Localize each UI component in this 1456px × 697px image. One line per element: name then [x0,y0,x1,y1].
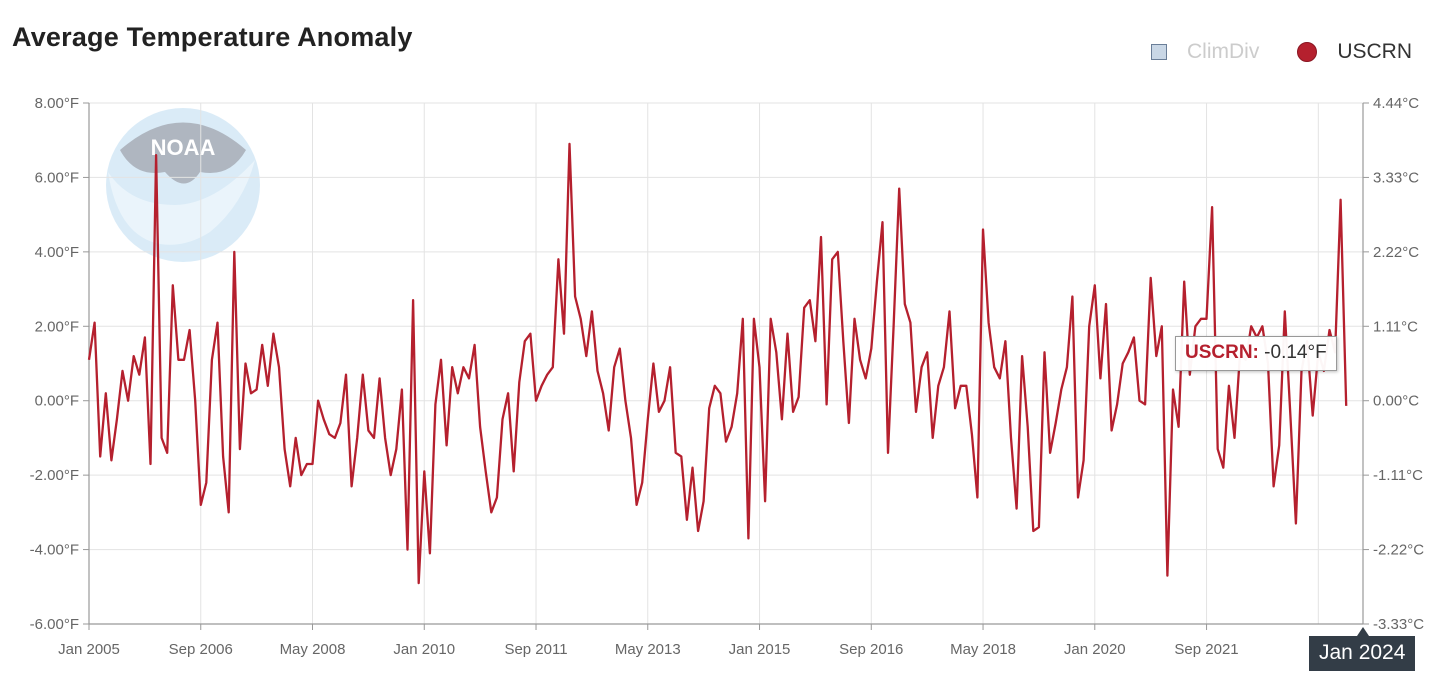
y-axis-right-labels: 4.44°C 3.33°C 2.22°C 1.11°C 0.00°C -1.11°C -2.… [1373,95,1424,633]
legend-label-uscrn: USCRN [1337,40,1412,63]
grid-lines [88,102,1363,625]
axes [83,102,1369,630]
x-tick-label: Sep 2011 [504,641,567,658]
x-tick-label: Jan 2010 [393,641,455,658]
y-right-tick-label: 4.44°C [1373,95,1419,112]
x-tick-label: May 2018 [950,641,1016,658]
y-left-tick-label: 8.00°F [35,95,79,112]
x-cursor-label: Jan 2024 [1309,636,1416,671]
y-right-tick-label: 3.33°C [1373,169,1419,186]
y-right-tick-label: -2.22°C [1373,542,1424,559]
tooltip-value: -0.14°F [1264,342,1327,363]
legend-item-uscrn[interactable]: USCRN [1297,40,1412,64]
noaa-watermark: NOAA [106,108,260,262]
x-tick-label: Jan 2015 [729,641,791,658]
watermark-text: NOAA [151,135,216,160]
climdiv-square-icon [1151,44,1167,60]
y-right-tick-label: -3.33°C [1373,616,1424,633]
y-right-tick-label: 1.11°C [1373,318,1418,335]
y-left-tick-label: -4.00°F [30,542,79,559]
y-left-tick-label: 0.00°F [35,393,79,410]
series-lines [87,142,1348,585]
y-left-tick-label: 6.00°F [35,169,79,186]
y-left-tick-label: 2.00°F [35,318,79,335]
legend: ClimDiv USCRN [1113,40,1412,64]
x-axis-labels: Jan 2005 Sep 2006 May 2008 Jan 2010 Sep 2011… [58,641,1239,658]
x-tick-label: May 2008 [280,641,346,658]
x-tick-label: Jan 2020 [1064,641,1126,658]
x-tick-label: May 2013 [615,641,681,658]
legend-label-climdiv: ClimDiv [1187,40,1260,63]
legend-item-climdiv[interactable]: ClimDiv [1151,40,1259,64]
x-tick-label: Sep 2006 [169,641,233,658]
x-tick-label: Jan 2005 [58,641,120,658]
y-left-tick-label: -6.00°F [30,616,79,633]
x-tick-label: Sep 2021 [1174,641,1238,658]
y-right-tick-label: -1.11°C [1373,467,1423,484]
x-tick-label: Sep 2016 [839,641,903,658]
cursor-pointer-icon [1357,627,1369,636]
y-axis-left-labels: 8.00°F 6.00°F 4.00°F 2.00°F 0.00°F -2.00°F -4.… [30,95,79,633]
chart-title: Average Temperature Anomaly [12,22,413,52]
uscrn-dot-icon [1297,42,1318,62]
y-right-tick-label: 2.22°C [1373,244,1419,261]
y-left-tick-label: -2.00°F [30,467,79,484]
y-left-tick-label: 4.00°F [35,244,79,261]
data-tooltip: USCRN: -0.14°F [1175,336,1337,371]
tooltip-series-name: USCRN: [1185,342,1259,363]
y-right-tick-label: 0.00°C [1373,393,1419,410]
series-line-uscrn [87,142,1348,585]
